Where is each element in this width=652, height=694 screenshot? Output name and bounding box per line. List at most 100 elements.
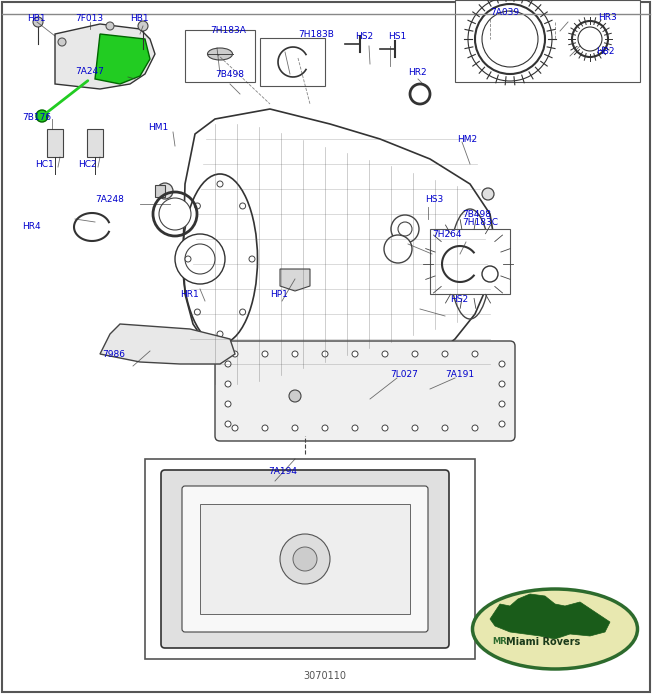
Circle shape [175,234,225,284]
Circle shape [382,425,388,431]
Circle shape [482,188,494,200]
Text: MR: MR [492,638,507,647]
Circle shape [232,425,238,431]
Polygon shape [100,324,235,364]
Circle shape [322,351,328,357]
Circle shape [499,381,505,387]
FancyBboxPatch shape [182,486,428,632]
Circle shape [412,351,418,357]
Circle shape [217,181,223,187]
Polygon shape [95,34,150,84]
Circle shape [33,17,43,27]
Text: 7B498: 7B498 [215,69,244,78]
Circle shape [225,361,231,367]
Circle shape [292,425,298,431]
Circle shape [292,351,298,357]
Polygon shape [280,269,310,291]
Circle shape [472,351,478,357]
Text: 7A248: 7A248 [95,194,124,203]
Circle shape [225,381,231,387]
Circle shape [499,361,505,367]
Text: HR4: HR4 [22,221,40,230]
Text: 3070110: 3070110 [303,671,346,681]
Circle shape [159,198,191,230]
Circle shape [240,203,246,209]
Text: 7A194: 7A194 [268,468,297,477]
Text: HS1: HS1 [388,31,406,40]
Text: HM1: HM1 [148,123,168,131]
Bar [47,129,63,157]
Polygon shape [55,24,155,89]
Circle shape [138,21,148,31]
Circle shape [225,401,231,407]
Circle shape [185,256,191,262]
Circle shape [442,351,448,357]
Text: HR2: HR2 [408,67,426,76]
Circle shape [262,425,268,431]
Text: HC1: HC1 [35,160,53,169]
Text: HR3: HR3 [598,12,617,22]
Bar [260,38,325,86]
Ellipse shape [207,48,233,60]
Text: Miami Rovers: Miami Rovers [506,637,580,647]
Circle shape [391,215,419,243]
Text: 7B176: 7B176 [22,112,51,121]
Ellipse shape [473,589,638,669]
Circle shape [280,534,330,584]
Bar [155,185,165,197]
FancyBboxPatch shape [215,341,515,441]
Circle shape [106,22,114,30]
Bar [200,504,410,614]
Circle shape [442,425,448,431]
Text: HB2: HB2 [596,46,614,56]
Circle shape [240,309,246,315]
Circle shape [472,425,478,431]
Circle shape [412,425,418,431]
Text: HB1: HB1 [130,13,149,22]
Circle shape [499,401,505,407]
Bar [430,229,510,294]
Text: HM2: HM2 [457,135,477,144]
Circle shape [157,183,173,199]
Text: 7L027: 7L027 [390,369,418,378]
FancyBboxPatch shape [161,470,449,648]
Text: 7986: 7986 [102,350,125,359]
Circle shape [499,421,505,427]
Circle shape [217,331,223,337]
Bar [455,0,640,82]
Circle shape [352,351,358,357]
Text: HS2: HS2 [450,294,468,303]
Text: 7H183B: 7H183B [298,30,334,38]
Bar [185,30,255,82]
Text: 7A247: 7A247 [75,67,104,76]
Text: HC2: HC2 [78,160,96,169]
Circle shape [194,309,200,315]
Text: 7H183C: 7H183C [462,217,498,226]
Circle shape [36,110,48,122]
Circle shape [293,547,317,571]
Circle shape [262,351,268,357]
Text: 7B498: 7B498 [462,210,491,219]
Circle shape [384,235,412,263]
Circle shape [322,425,328,431]
Circle shape [232,351,238,357]
Text: 7H183A: 7H183A [210,26,246,35]
Text: HS3: HS3 [425,194,443,203]
Text: HS2: HS2 [355,31,373,40]
Text: 7H264: 7H264 [432,230,462,239]
Bar [87,129,103,157]
Text: 7A039: 7A039 [490,8,519,17]
Text: 7A191: 7A191 [445,369,474,378]
Circle shape [58,38,66,46]
Text: HP1: HP1 [270,289,288,298]
Circle shape [225,421,231,427]
Bar [145,459,475,659]
Circle shape [382,351,388,357]
Circle shape [194,203,200,209]
Polygon shape [490,594,610,639]
Circle shape [249,256,255,262]
Text: HR1: HR1 [180,289,199,298]
Circle shape [289,390,301,402]
Circle shape [352,425,358,431]
Text: 7F013: 7F013 [75,13,103,22]
